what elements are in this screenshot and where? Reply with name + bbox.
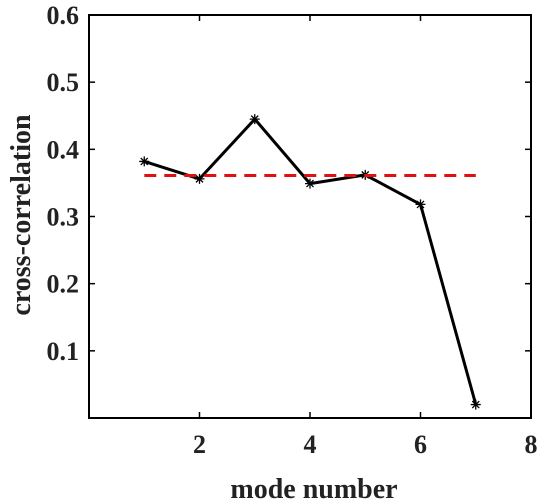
y-tick-label: 0.5 (47, 68, 80, 97)
data-point-marker (249, 114, 260, 125)
x-axis-label: mode number (230, 474, 397, 504)
data-point-marker (139, 156, 150, 167)
data-point-marker (305, 178, 315, 189)
x-tick-label: 2 (193, 430, 206, 459)
y-tick-label: 0.2 (47, 270, 80, 299)
axes-box (88, 14, 532, 419)
y-tick-label: 0.3 (47, 203, 80, 232)
y-tick-label: 0.4 (47, 135, 80, 164)
series-line (143, 117, 478, 405)
y-tick-label: 0.6 (47, 1, 80, 30)
y-axis-label: cross-correlation (6, 114, 37, 316)
x-tick-label: 8 (525, 430, 538, 459)
data-point-marker (470, 399, 481, 410)
x-tick-label: 4 (304, 430, 317, 459)
x-tick-label: 6 (414, 430, 427, 459)
data-point-marker (194, 173, 205, 184)
plot-area: 0.1 0.2 0.3 0.4 0.5 0.6 2 4 6 8 (47, 1, 538, 459)
y-tick-label: 0.1 (47, 337, 80, 366)
data-point-marker (415, 199, 426, 210)
